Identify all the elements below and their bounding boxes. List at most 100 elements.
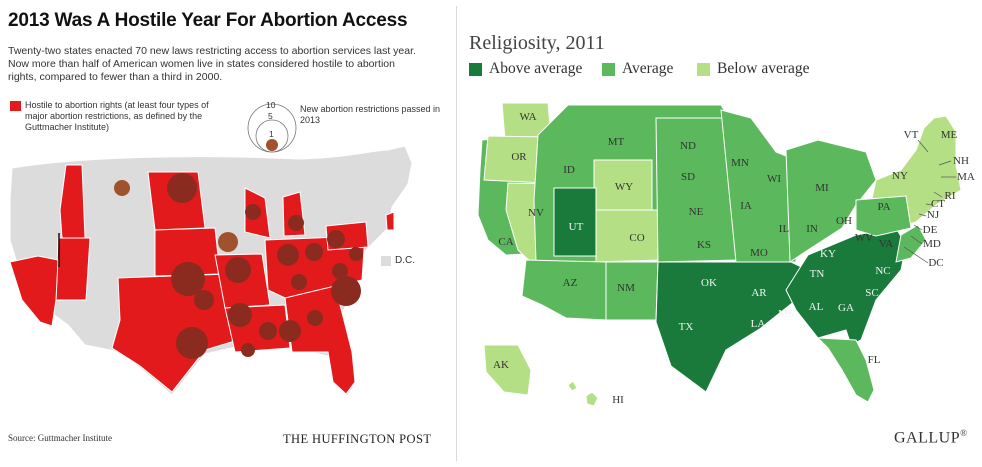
state-utah [55,237,91,301]
label-ak: AK [493,359,509,371]
label-ks: KS [697,239,711,251]
legend-swatch-above [469,63,482,76]
label-mn: MN [731,157,749,169]
bubble [331,276,361,306]
label-pa: PA [877,201,890,213]
circle-size-legend [247,103,297,153]
southwest-base [521,259,607,321]
state-hi-2 [567,380,578,392]
label-sc: SC [865,287,878,299]
callout-lines [903,139,956,264]
label-az: AZ [563,277,578,289]
huffington-post-logo: THE HUFFINGTON POST [283,432,432,446]
legend-label-above: Above average [489,60,583,77]
label-mo: MO [750,247,768,259]
label-ct: CT [931,198,945,210]
bubble [307,310,323,326]
label-ut: UT [569,221,584,233]
label-oh: OH [836,215,852,227]
legend-label-average: Average [622,60,674,77]
panel-divider [456,6,457,461]
left-subtitle: Twenty-two states enacted 70 new laws re… [8,45,416,83]
label-nc: NC [875,265,890,277]
bubble [291,274,307,290]
label-co: CO [629,232,644,244]
bubble [176,327,208,359]
label-ky: KY [820,248,836,260]
bubble [305,243,323,261]
label-or: OR [511,151,527,163]
label-de: DE [923,224,938,236]
label-ca: CA [498,236,513,248]
bubble [288,215,304,231]
dc-label: D.C. [395,255,415,266]
state-oklahoma-texas [111,273,239,393]
bubble [194,290,214,310]
label-md: MD [923,238,941,250]
label-mi: MI [815,182,829,194]
circle-scale-1: 1 [269,129,274,139]
label-nd: ND [680,140,696,152]
bubble [171,262,205,296]
restrictions-legend-label: New abortion restrictions passed in 2013 [300,104,441,125]
dc-swatch [381,256,391,266]
religiosity-panel: Religiosity, 2011 Above average Average … [456,0,982,467]
label-ri: RI [945,190,956,202]
label-va: VA [879,238,894,250]
gallup-logo: GALLUP® [894,428,967,447]
state-ak [483,344,532,396]
bubble [349,247,363,261]
bubble [277,244,299,266]
label-in: IN [806,223,818,235]
left-title: 2013 Was A Hostile Year For Abortion Acc… [8,10,408,31]
label-nh: NH [953,155,969,167]
label-wi: WI [767,173,781,185]
state-arizona [9,255,59,327]
gallup-registered-mark: ® [960,428,968,438]
label-nm: NM [617,282,635,294]
label-vt: VT [904,129,919,141]
label-ms: MS [778,308,794,320]
bubble [259,322,277,340]
label-fl: FL [868,354,881,366]
state-pa [855,195,912,237]
state-hi [585,391,599,407]
bubble [225,257,251,283]
state-shapes [477,102,962,407]
label-ok: OK [701,277,717,289]
state-labels: WA OR CA NV ID MT WY UT AZ CO NM ND SD N… [493,111,975,406]
label-ny: NY [892,170,908,182]
bubble [327,230,345,248]
legend-swatch-below [697,63,710,76]
legend-average: Average [602,60,712,78]
label-hi: HI [612,394,624,406]
label-nv: NV [528,207,544,219]
state-fl [816,337,875,403]
hostile-legend-swatch [10,101,21,111]
label-dc: DC [928,257,943,269]
bubble [218,232,238,252]
right-title: Religiosity, 2011 [469,32,605,54]
bubble [241,343,255,357]
label-ne: NE [689,206,704,218]
label-al: AL [809,301,824,313]
abortion-hostility-map [9,145,413,397]
label-wv: WV [855,232,873,244]
state-southeast [284,284,356,395]
circle-scale-10: 10 [266,100,276,110]
legend-below-average: Below average [697,60,837,78]
legend-swatch-average [602,63,615,76]
label-wa: WA [519,111,536,123]
bubble [167,173,197,203]
religiosity-map: WA OR CA NV ID MT WY UT AZ CO NM ND SD N… [477,102,975,407]
label-tx: TX [679,321,694,333]
bubble [228,303,252,327]
circle-scale-5: 5 [268,111,273,121]
label-tn: TN [810,268,825,280]
label-wy: WY [615,181,633,193]
label-id: ID [563,164,575,176]
label-la: LA [751,318,766,330]
bubble [114,180,130,196]
state-va [895,224,927,263]
bubble [245,204,261,220]
